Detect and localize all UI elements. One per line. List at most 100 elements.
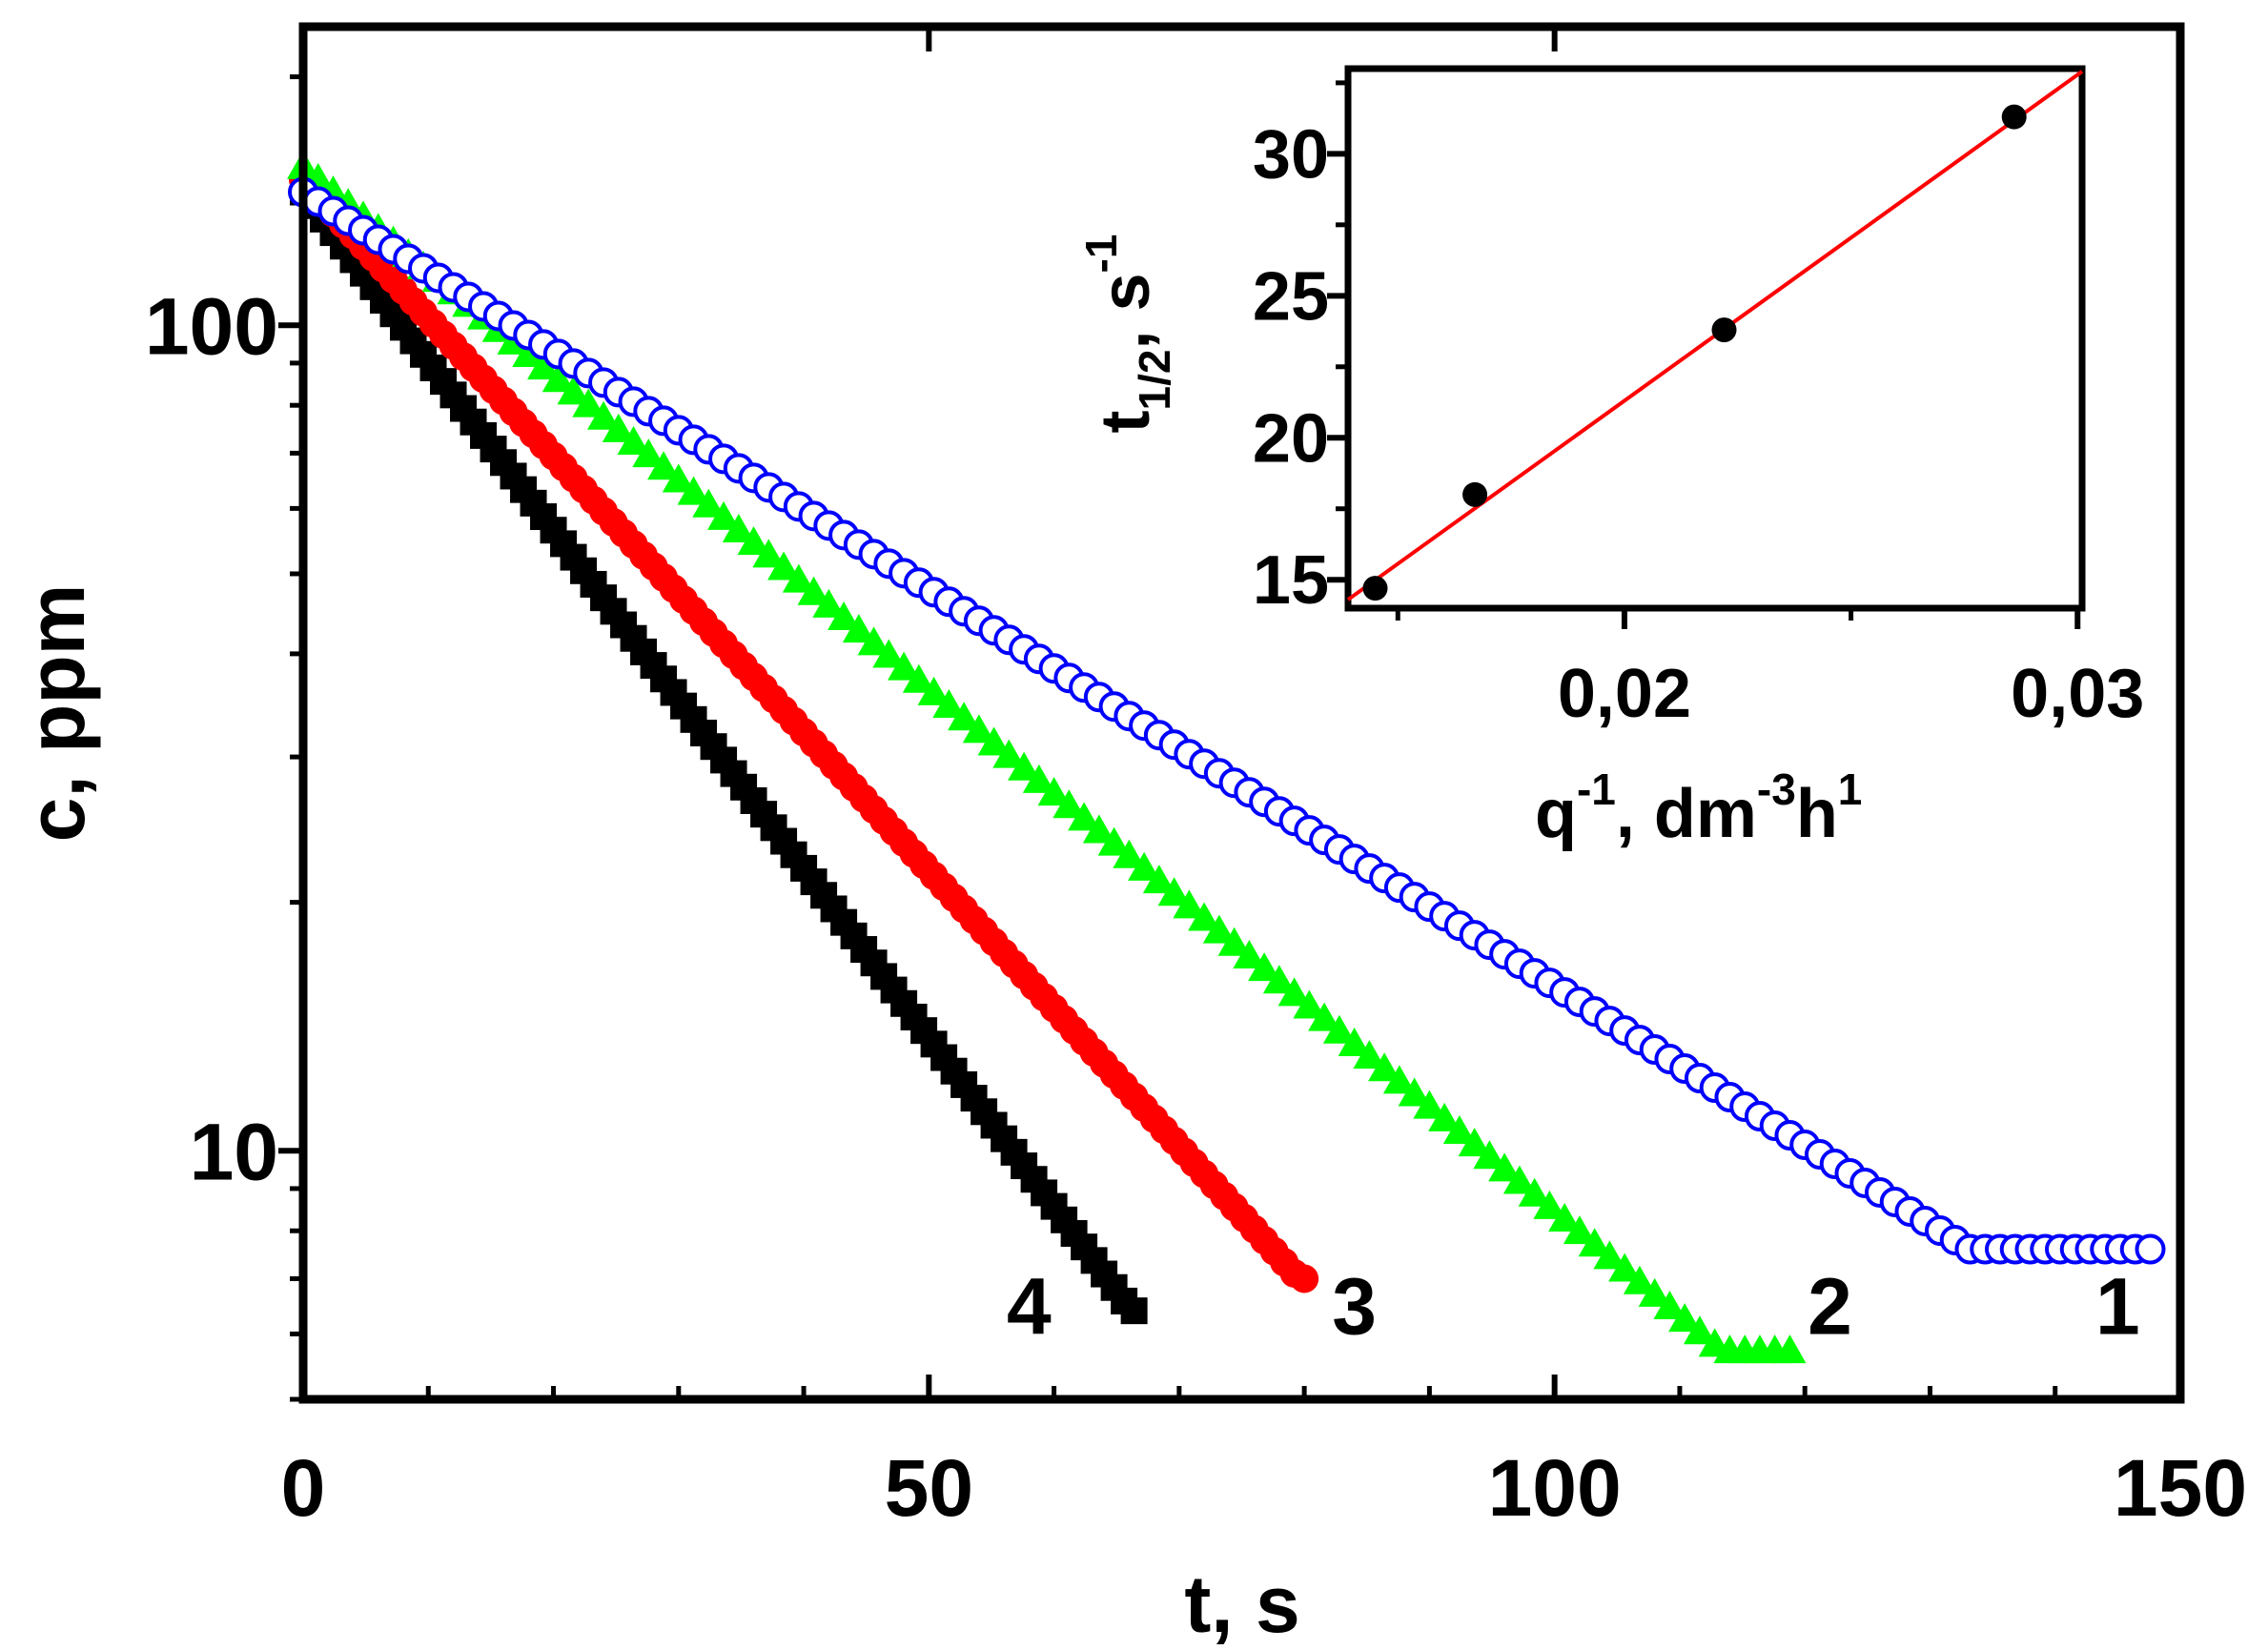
series-2-point (1353, 1040, 1386, 1069)
series-2-point (752, 539, 786, 568)
curve-label-1: 1 (2095, 1261, 2140, 1351)
series-2-point (932, 689, 966, 719)
series-2-point (541, 363, 575, 393)
series-4-point (1120, 1297, 1148, 1325)
series-2-point (1157, 877, 1191, 906)
series-2-point (1608, 1253, 1642, 1282)
series-2-point (1068, 802, 1101, 831)
series-2-point (1668, 1303, 1702, 1333)
series-2-point (782, 563, 815, 593)
main-plot-frame (298, 22, 2185, 1404)
series-2-point (677, 476, 710, 505)
series-2-point (1593, 1240, 1626, 1270)
main-axis-ticks (278, 27, 2183, 1402)
inset-data-point (1711, 317, 1737, 343)
main-series-layer (287, 150, 2166, 1364)
series-1 (288, 176, 2166, 1265)
series-2-point (962, 714, 995, 744)
series-2-point (1128, 851, 1161, 881)
series-2-point (1458, 1128, 1491, 1157)
series-2-point (1563, 1215, 1596, 1245)
curve-label-2: 2 (1808, 1261, 1852, 1351)
series-2-point (1308, 1002, 1341, 1031)
series-2-point (1638, 1277, 1671, 1307)
x-axis-label: t, s (1184, 1559, 1299, 1649)
y-tick-label: 10 (190, 1107, 278, 1196)
series-2-point (1037, 777, 1071, 806)
series-2-point (1022, 764, 1055, 793)
y-axis-label: c, ppm (11, 584, 101, 843)
series-2-point (1173, 889, 1206, 919)
series-2-point (992, 739, 1026, 768)
inset-y-tick-label: 30 (1253, 116, 1329, 193)
series-2-point (902, 663, 935, 693)
series-2-point (1293, 989, 1326, 1019)
series-2-point (797, 576, 830, 605)
series-2-point (572, 388, 605, 418)
main-curve-labels: 1 2 3 4 (1007, 1261, 2140, 1351)
curve-label-4: 4 (1007, 1261, 1052, 1351)
series-2-point (977, 726, 1011, 756)
series-2-point (1188, 902, 1221, 931)
series-2-point (1217, 927, 1251, 956)
series-2-point (842, 614, 875, 643)
inset-axis-ticks (1327, 80, 2081, 629)
series-2-point (1338, 1027, 1371, 1056)
series-2-point (512, 338, 545, 368)
inset-plot: 0,02 0,03 15 20 25 30 q-1, dm-3h1 t1/2, s-1 (1076, 65, 2144, 852)
y-tick-label: 100 (145, 281, 278, 371)
series-2-point (527, 351, 561, 380)
series-2-point (692, 488, 725, 518)
series-2-point (722, 514, 755, 543)
inset-data-point (1462, 481, 1488, 507)
series-2-point (617, 426, 650, 456)
main-plot: 0 50 100 150 10 100 1 2 3 4 t, s c, ppm (11, 22, 2247, 1649)
series-2-point (1008, 751, 1041, 781)
series-2-point (1277, 977, 1311, 1007)
series-1-point (2135, 1233, 2166, 1265)
x-tick-label: 0 (281, 1443, 326, 1533)
inset-x-tick-label: 0,03 (2011, 656, 2144, 732)
series-2-point (1113, 839, 1146, 868)
inset-data-point (1362, 576, 1388, 601)
inset-tick-labels: 0,02 0,03 15 20 25 30 (1253, 116, 2144, 732)
series-3-point (1290, 1264, 1319, 1294)
series-2-point (812, 588, 846, 618)
series-2-point (857, 626, 890, 656)
series-2-point (1097, 826, 1131, 856)
series-2-point (662, 463, 695, 493)
x-tick-label: 150 (2114, 1443, 2247, 1533)
series-4 (290, 178, 1148, 1325)
series-2-point (1428, 1102, 1461, 1131)
x-tick-label: 100 (1488, 1443, 1622, 1533)
series-2-point (1202, 914, 1236, 944)
series-2-point (1548, 1202, 1582, 1232)
series-2-point (888, 651, 921, 681)
series-2-point (1683, 1315, 1716, 1345)
series-2-point (1248, 952, 1281, 982)
inset-y-tick-label: 20 (1253, 400, 1329, 477)
series-2-point (1502, 1165, 1536, 1194)
inset-plot-frame (1344, 65, 2086, 612)
series-2-point (1262, 965, 1296, 994)
curve-label-3: 3 (1332, 1261, 1377, 1351)
series-2-point (1382, 1065, 1416, 1094)
series-2-point (1398, 1077, 1431, 1107)
series-2-point (1578, 1228, 1611, 1257)
series-2-point (767, 551, 801, 581)
series-2-point (1518, 1177, 1551, 1207)
series-2-point (647, 451, 681, 480)
series-2-point (828, 601, 861, 631)
series-2-point (632, 438, 665, 468)
series-2-point (1052, 789, 1086, 819)
inset-x-axis-label: q-1, dm-3h1 (1535, 764, 1862, 852)
inset-y-tick-label: 25 (1253, 258, 1329, 335)
series-2-point (1442, 1114, 1476, 1144)
series-2-point (587, 400, 621, 430)
inset-series-layer (1346, 70, 2084, 601)
series-2-point (1773, 1334, 1807, 1364)
series-2-point (1142, 865, 1175, 894)
series-2-point (872, 639, 906, 668)
series-2-point (1413, 1090, 1446, 1119)
